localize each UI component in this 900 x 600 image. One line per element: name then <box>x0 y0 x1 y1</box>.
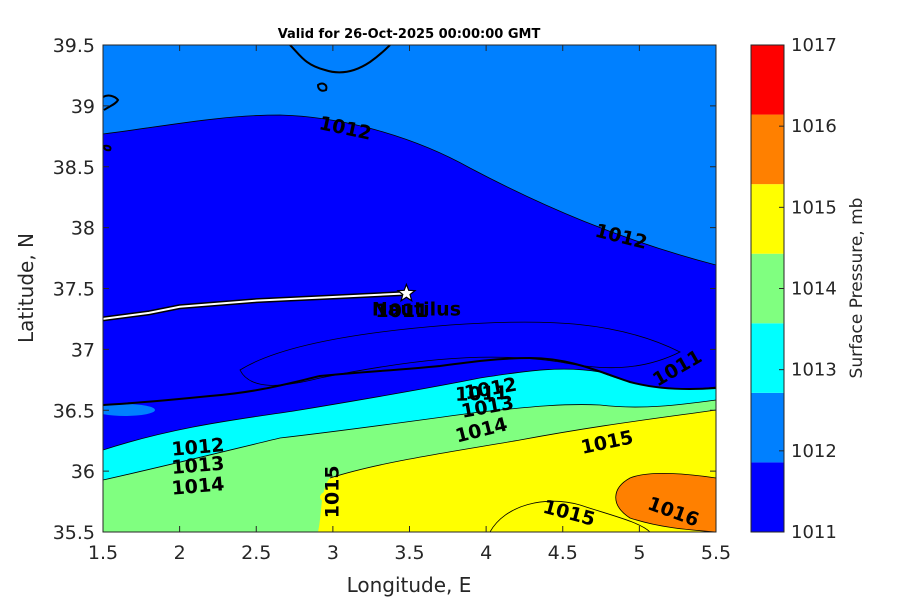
band-1016 <box>615 473 716 532</box>
x-tick-label: 5 <box>633 542 645 564</box>
contour-label: 1011 <box>375 300 428 322</box>
colorbar-segment <box>751 184 784 254</box>
colorbar-segment <box>751 45 784 115</box>
colorbar-tick-label: 1012 <box>791 441 837 462</box>
contour-label: 1014 <box>171 473 226 500</box>
ship-label: Nautilus <box>372 298 461 320</box>
ship-track-highlight <box>103 292 407 320</box>
colorbar-tick-label: 1015 <box>791 197 837 218</box>
colorbar: 1011 1012 1013 1014 1015 1016 1017 <box>750 35 837 543</box>
ship-star-icon <box>396 282 417 303</box>
x-tick-label: 4.5 <box>548 542 578 564</box>
coastlines <box>103 45 716 406</box>
contour-fill <box>103 45 716 532</box>
y-tick-label: 36 <box>71 461 95 483</box>
colorbar-label: Surface Pressure, mb <box>847 198 867 379</box>
y-tick-label: 38 <box>71 218 95 240</box>
colorbar-tick-label: 1011 <box>791 522 837 543</box>
x-tick-label: 1.5 <box>88 542 118 564</box>
x-tick-label: 5.5 <box>701 542 731 564</box>
colorbar-segment <box>751 323 784 393</box>
band-1011 <box>103 115 716 450</box>
x-axis-ticks: 1.5 2 2.5 3 3.5 4 4.5 5 5.5 <box>88 45 731 564</box>
colorbar-segment <box>751 392 784 463</box>
chart-title: Valid for 26-Oct-2025 00:00:00 GMT <box>278 27 541 42</box>
y-tick-label: 36.5 <box>53 400 95 422</box>
x-axis-label: Longitude, E <box>347 573 472 597</box>
y-tick-label: 39.5 <box>53 35 95 57</box>
band-1015-blob <box>320 491 340 503</box>
x-tick-label: 4 <box>480 542 492 564</box>
colorbar-tick-label: 1016 <box>791 116 837 137</box>
y-axis-ticks: 35.5 36 36.5 37 37.5 38 38.5 39 39.5 <box>53 35 716 544</box>
contour-label: 1012 <box>171 434 226 461</box>
colorbar-tick-label: 1017 <box>791 35 837 56</box>
y-tick-label: 39 <box>71 96 95 118</box>
contour-label: 1015 <box>321 465 343 518</box>
y-axis-label: Latitude, N <box>14 233 38 343</box>
y-tick-label: 37 <box>71 339 95 361</box>
contour-lines <box>103 114 716 532</box>
colorbar-segment <box>751 114 784 185</box>
y-tick-label: 35.5 <box>53 522 95 544</box>
x-tick-label: 2 <box>174 542 186 564</box>
contour-label: 1011 <box>455 382 509 406</box>
x-tick-label: 3 <box>327 542 339 564</box>
band-1012-patch <box>103 404 155 416</box>
colorbar-tick-label: 1014 <box>791 279 837 300</box>
colorbar-segment <box>751 253 784 324</box>
x-tick-label: 2.5 <box>241 542 271 564</box>
colorbar-tick-label: 1013 <box>791 360 837 381</box>
x-tick-label: 3.5 <box>394 542 424 564</box>
y-tick-label: 37.5 <box>53 279 95 301</box>
y-tick-label: 38.5 <box>53 157 95 179</box>
contour-label: 1013 <box>171 452 226 479</box>
colorbar-segment <box>751 462 784 532</box>
